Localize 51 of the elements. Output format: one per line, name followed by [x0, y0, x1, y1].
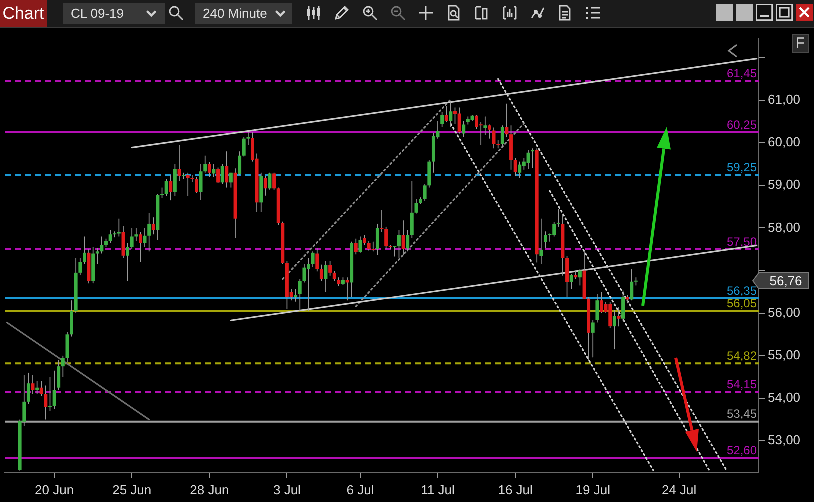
- candlestick: [372, 242, 376, 252]
- dropdown: CL 09-19: [63, 3, 165, 24]
- candlestick: [556, 209, 560, 227]
- x-tick-label: 28 Jun: [190, 482, 230, 498]
- candlestick: [346, 278, 350, 301]
- y-tick-label: 56,00: [768, 304, 801, 320]
- candlestick: [134, 228, 138, 241]
- x-tick-label: 3 Jul: [273, 482, 302, 498]
- ref-line-label: 54,15: [726, 377, 758, 392]
- dropdown: 240 Minute: [195, 3, 292, 24]
- button: F: [792, 34, 809, 53]
- candlestick: [113, 232, 117, 238]
- y-tick-label: 53,00: [768, 432, 801, 448]
- chart-title: CL 09-19: [71, 6, 124, 21]
- tab: Chart: [0, 0, 47, 27]
- candlestick: [617, 306, 621, 327]
- text: 56,76: [770, 274, 802, 289]
- ref-line-label: 52,60: [726, 443, 758, 458]
- x-tick-label: 19 Jul: [576, 482, 611, 498]
- candlestick: [96, 248, 100, 264]
- ref-line-label: 60,25: [726, 118, 758, 132]
- ref-line-label: 56,35: [726, 284, 758, 298]
- y-tick-label: 55,00: [768, 348, 801, 363]
- ref-line-label: 54,82: [726, 348, 758, 363]
- x-tick-label: 6 Jul: [346, 482, 374, 498]
- candlestick: [186, 172, 190, 196]
- y-tick-label: 59,00: [768, 177, 801, 192]
- ref-line-label: 61,45: [726, 66, 758, 81]
- y-tick-label: 61,00: [768, 92, 801, 108]
- candlestick: [190, 175, 194, 182]
- candlestick: [505, 104, 509, 138]
- y-tick-label: 58,00: [768, 220, 801, 235]
- candlestick: [246, 132, 250, 146]
- y-tick-label: 54,00: [768, 390, 801, 406]
- x-tick-label: 25 Jun: [112, 482, 152, 498]
- chart-subtitle: 240 Minute: [203, 6, 268, 21]
- candlestick: [294, 289, 298, 302]
- candlestick: [393, 246, 397, 257]
- x-tick-label: 20 Jun: [35, 482, 74, 498]
- ref-line-label: 57,50: [726, 234, 758, 249]
- ref-line-label: 59,25: [726, 160, 758, 174]
- ref-line-label: 53,45: [726, 407, 758, 422]
- candlestick: [117, 218, 121, 237]
- candlestick: [540, 218, 544, 264]
- ref-line-label: 56,05: [726, 296, 758, 311]
- y-tick-label: 60,00: [768, 134, 801, 150]
- x-tick-label: 24 Jul: [662, 482, 697, 498]
- x-tick-label: 11 Jul: [421, 482, 455, 498]
- candlestick: [484, 116, 488, 136]
- x-tick-label: 16 Jul: [498, 482, 534, 498]
- candlestick: [380, 210, 384, 232]
